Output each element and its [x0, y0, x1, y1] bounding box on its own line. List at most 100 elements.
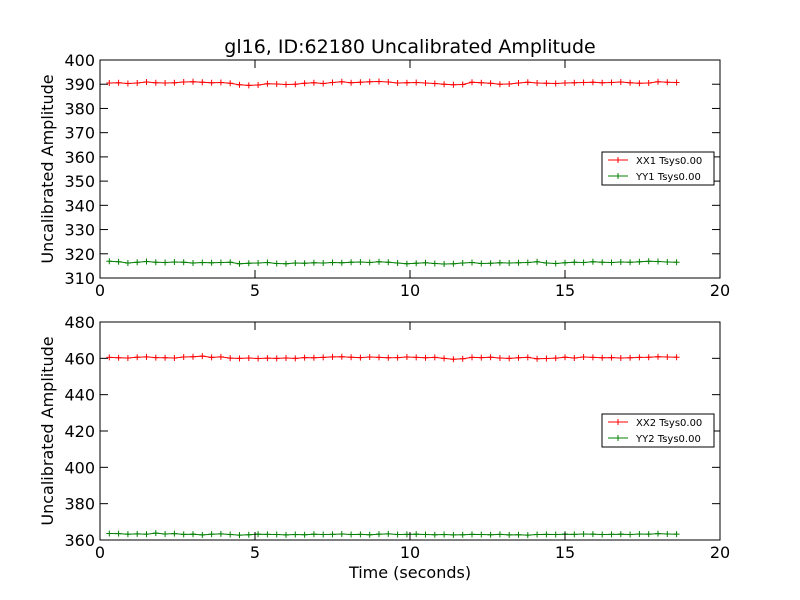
- data-point: [655, 78, 661, 85]
- y-tick-label: 480: [64, 313, 95, 332]
- data-point: [422, 259, 429, 266]
- data-point: [180, 259, 187, 266]
- data-point: [506, 259, 513, 266]
- data-point: [487, 354, 494, 361]
- x-tick-label: 5: [250, 281, 260, 300]
- data-point: [496, 531, 503, 538]
- data-point: [580, 531, 587, 538]
- data-point: [310, 354, 317, 361]
- data-point: [552, 355, 559, 362]
- data-point: [441, 355, 448, 362]
- x-tick-label: 5: [250, 543, 260, 562]
- data-point: [450, 531, 457, 538]
- data-point: [599, 354, 606, 361]
- data-point: [273, 80, 280, 87]
- data-point: [385, 530, 392, 537]
- data-point: [636, 80, 643, 87]
- data-point: [655, 530, 661, 537]
- data-point: [376, 258, 382, 265]
- data-point: [422, 531, 429, 538]
- data-point: [292, 531, 299, 538]
- data-point: [413, 531, 420, 538]
- data-point: [673, 79, 680, 86]
- data-point: [673, 354, 680, 361]
- data-point: [199, 259, 206, 266]
- data-point: [376, 354, 382, 361]
- data-point: [655, 353, 661, 360]
- data-point: [366, 78, 373, 85]
- data-point: [515, 531, 522, 538]
- data-point: [320, 80, 327, 87]
- data-point: [645, 80, 652, 87]
- data-point: [208, 259, 215, 266]
- data-point: [496, 354, 503, 361]
- data-point: [608, 79, 615, 86]
- data-point: [422, 80, 429, 87]
- data-point: [478, 354, 485, 361]
- legend-marker: [615, 157, 621, 163]
- data-point: [589, 531, 596, 538]
- data-point: [338, 259, 345, 266]
- x-axis-label: Time (seconds): [348, 563, 471, 582]
- data-point: [283, 531, 289, 538]
- data-point: [180, 354, 187, 361]
- data-point: [152, 354, 159, 361]
- figure-title: gl16, ID:62180 Uncalibrated Amplitude: [224, 36, 595, 58]
- data-point: [292, 355, 299, 362]
- data-point: [348, 531, 355, 538]
- data-point: [431, 260, 438, 267]
- data-point: [152, 259, 159, 266]
- data-point: [617, 79, 624, 86]
- data-point: [450, 260, 457, 267]
- data-point: [636, 258, 643, 265]
- legend-label: XX1 Tsys0.00: [636, 156, 702, 167]
- legend: XX1 Tsys0.00 YY1 Tsys0.00: [601, 151, 715, 186]
- data-point: [217, 353, 224, 360]
- data-point: [534, 258, 541, 265]
- data-point: [459, 355, 466, 362]
- data-point: [338, 78, 345, 85]
- data-point: [190, 353, 196, 360]
- data-point: [115, 354, 122, 361]
- data-point: [506, 80, 513, 87]
- data-point: [534, 355, 541, 362]
- data-point: [301, 354, 308, 361]
- data-point: [283, 354, 289, 361]
- data-point: [487, 260, 494, 267]
- data-point: [217, 79, 224, 86]
- data-point: [134, 530, 141, 537]
- data-point: [385, 354, 392, 361]
- data-point: [589, 354, 596, 361]
- data-point: [264, 80, 271, 87]
- data-point: [255, 259, 262, 266]
- data-point: [236, 81, 243, 88]
- data-point: [627, 259, 634, 266]
- x-tick-label: 10: [400, 543, 420, 562]
- data-point: [348, 79, 355, 86]
- data-point: [106, 354, 113, 361]
- data-point: [450, 81, 457, 88]
- data-point: [431, 531, 438, 538]
- data-point: [310, 259, 317, 266]
- data-point: [329, 79, 336, 86]
- data-point: [320, 354, 327, 361]
- data-point: [664, 259, 671, 266]
- data-point: [515, 354, 522, 361]
- data-point: [506, 531, 513, 538]
- data-point: [617, 259, 624, 266]
- data-point: [301, 531, 308, 538]
- data-point: [329, 531, 336, 538]
- data-point: [599, 79, 606, 86]
- legend-marker: [615, 435, 621, 441]
- data-point: [543, 355, 550, 362]
- data-point: [459, 531, 466, 538]
- subplot-1: 0 5 10 15 20 310 320 330 340 350 360 370 380 390 400 Un…: [38, 51, 730, 300]
- data-point: [534, 531, 541, 538]
- y-tick-label: 460: [64, 349, 95, 368]
- data-point: [403, 260, 410, 267]
- data-point: [664, 531, 671, 538]
- legend-marker: [615, 419, 621, 425]
- data-point: [589, 79, 596, 86]
- data-point: [255, 531, 262, 538]
- data-point: [255, 81, 262, 88]
